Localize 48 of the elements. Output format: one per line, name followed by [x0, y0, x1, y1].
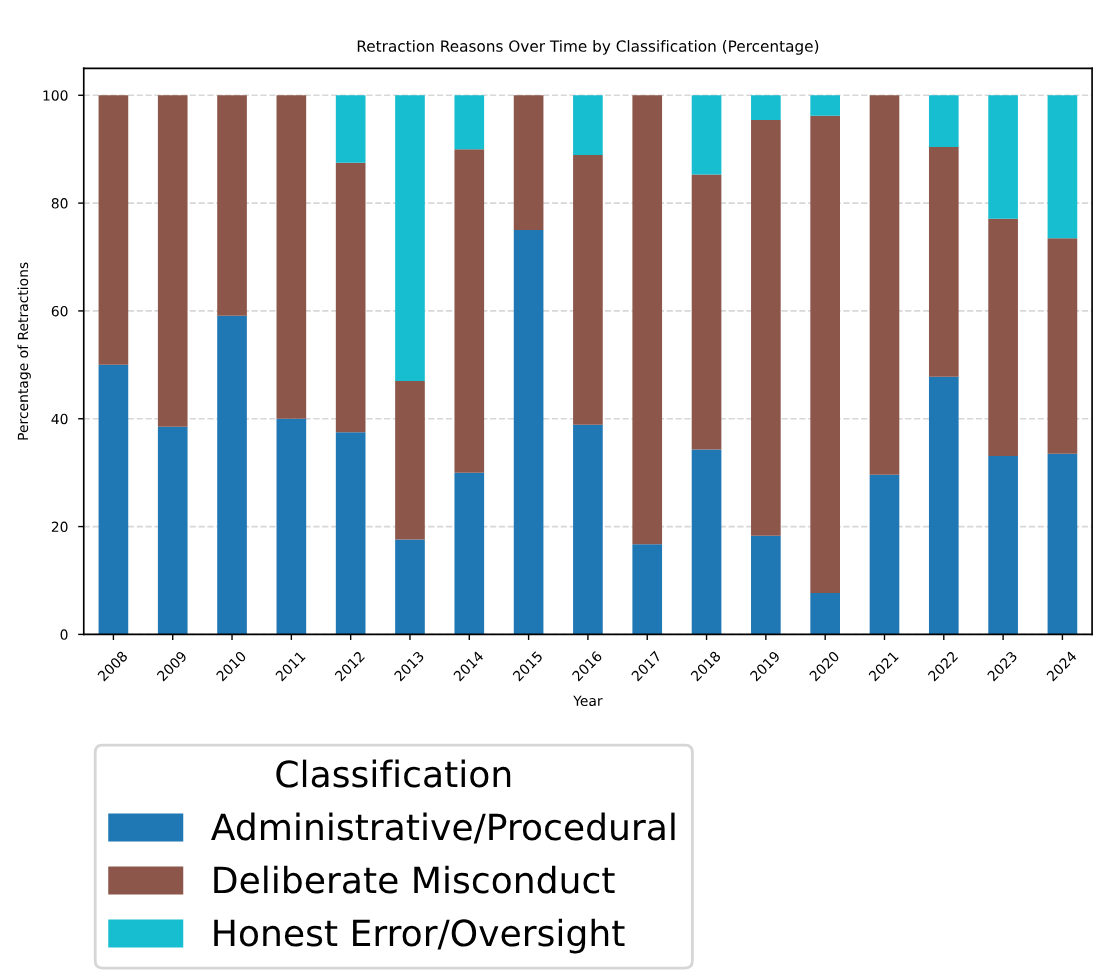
bar: [1047, 453, 1078, 635]
bar: [869, 95, 900, 475]
bar: [1047, 238, 1078, 454]
bar: [928, 147, 959, 377]
legend-title: Classification: [276, 759, 511, 788]
bar: [810, 115, 840, 593]
bar: [217, 95, 247, 316]
bar: [157, 95, 188, 427]
bar: [335, 162, 366, 433]
bar: [276, 95, 307, 419]
bar: [573, 424, 603, 635]
bar: [573, 155, 603, 425]
bar: [810, 95, 840, 116]
bar: [454, 149, 485, 473]
bar: [988, 218, 1018, 456]
bar: [217, 315, 247, 635]
bar: [454, 472, 485, 635]
bar: [573, 95, 603, 156]
bar: [98, 364, 129, 635]
bar: [928, 376, 959, 635]
bar: [751, 535, 781, 635]
bar: [395, 539, 425, 635]
bar: [1047, 95, 1078, 239]
bar: [98, 95, 129, 365]
bar: [751, 95, 781, 121]
bar: [988, 455, 1018, 635]
bar: [988, 95, 1018, 219]
bar: [751, 120, 781, 536]
bar: [513, 95, 544, 231]
bar: [810, 592, 840, 635]
legend-label: Deliberate Misconduct: [214, 865, 615, 894]
bar: [395, 95, 425, 382]
bar: [335, 95, 366, 163]
legend-label: Administrative/Procedural: [211, 812, 675, 844]
bar: [632, 544, 663, 635]
bar: [157, 426, 188, 635]
bar: [928, 95, 959, 148]
bar: [276, 418, 307, 635]
bar: [632, 95, 663, 545]
bar: [869, 474, 900, 635]
bar: [454, 95, 485, 150]
bar: [513, 230, 544, 635]
bar: [335, 432, 366, 635]
bar: [691, 174, 722, 450]
bar: [691, 449, 722, 635]
legend-label: Honest Error/Oversight: [214, 918, 625, 954]
bar: [395, 381, 425, 540]
bar: [691, 95, 722, 175]
